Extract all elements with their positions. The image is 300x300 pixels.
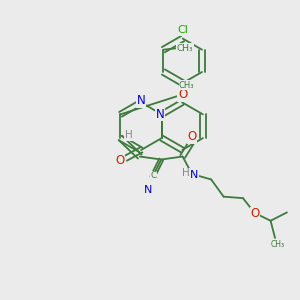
Text: CH₃: CH₃: [176, 44, 193, 53]
Text: O: O: [178, 88, 187, 101]
Text: N: N: [156, 108, 165, 121]
Text: N: N: [144, 185, 152, 195]
Text: O: O: [116, 154, 125, 167]
Text: CH₃: CH₃: [271, 240, 285, 249]
Text: Cl: Cl: [177, 25, 188, 35]
Text: O: O: [188, 130, 197, 143]
Text: C: C: [150, 171, 157, 180]
Text: H: H: [182, 169, 190, 178]
Text: N: N: [190, 170, 198, 180]
Text: CH₃: CH₃: [179, 81, 194, 90]
Text: O: O: [250, 207, 260, 220]
Text: H: H: [125, 130, 133, 140]
Text: N: N: [137, 94, 146, 107]
